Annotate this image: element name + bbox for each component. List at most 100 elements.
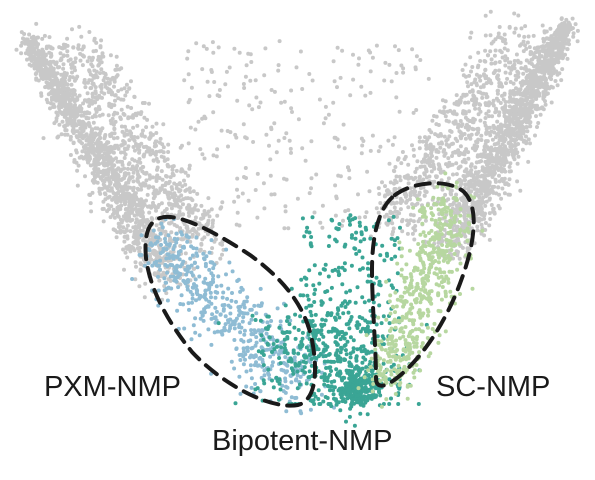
background-point [43, 34, 47, 38]
background-point [382, 79, 386, 83]
background-point [113, 68, 117, 72]
background-point [83, 174, 87, 178]
background-point [136, 246, 140, 250]
background-point [77, 25, 81, 29]
background-point [524, 47, 528, 51]
background-point [576, 29, 580, 33]
background-point [557, 25, 561, 29]
background-point [475, 160, 479, 164]
background-point [363, 215, 367, 219]
background-point [68, 75, 72, 79]
background-point [125, 256, 129, 260]
background-point [60, 132, 64, 136]
background-point [123, 156, 127, 160]
background-point [518, 189, 522, 193]
pxm-point [298, 409, 302, 413]
background-point [480, 210, 484, 214]
background-point [225, 70, 229, 74]
background-point [113, 146, 117, 150]
background-point [523, 82, 527, 86]
background-point [165, 175, 169, 179]
pxm-point [167, 233, 171, 237]
background-point [505, 160, 509, 164]
background-point [74, 56, 78, 60]
background-point [536, 121, 540, 125]
background-point [426, 158, 430, 162]
background-point [383, 184, 387, 188]
background-point [215, 147, 219, 151]
background-point [135, 179, 139, 183]
background-point [91, 115, 95, 119]
background-point [494, 167, 498, 171]
background-point [409, 194, 413, 198]
background-point [87, 68, 91, 72]
pxm-point [209, 295, 213, 299]
background-point [542, 70, 546, 74]
background-point [169, 202, 173, 206]
pxm-point [201, 252, 205, 256]
background-point [526, 160, 530, 164]
background-point [83, 135, 87, 139]
background-point [547, 72, 551, 76]
pxm-point [176, 271, 180, 275]
background-point [78, 156, 82, 160]
background-point [532, 72, 536, 76]
background-point [515, 91, 519, 95]
background-point [473, 165, 477, 169]
background-point [524, 125, 528, 129]
pxm-point [170, 263, 174, 267]
pxm-point [226, 287, 230, 291]
background-point [116, 136, 120, 140]
background-point [63, 76, 67, 80]
pxm-point [190, 337, 194, 341]
background-point [57, 123, 61, 127]
background-point [348, 93, 352, 97]
background-point [429, 130, 433, 134]
background-point [358, 216, 362, 220]
background-point [467, 134, 471, 138]
background-point [474, 81, 478, 85]
pxm-point [150, 243, 154, 247]
background-point [463, 101, 467, 105]
background-point [557, 71, 561, 75]
background-point [179, 193, 183, 197]
background-point [151, 175, 155, 179]
background-point [492, 131, 496, 135]
background-point [428, 163, 432, 167]
pxm-point [158, 268, 162, 272]
background-point [534, 114, 538, 118]
background-point [418, 191, 422, 195]
background-point [479, 134, 483, 138]
pxm-point [245, 299, 249, 303]
background-point [122, 268, 126, 272]
background-point [249, 52, 253, 56]
background-point [429, 143, 433, 147]
pxm-point [290, 395, 294, 399]
background-point [248, 79, 252, 83]
pxm-point [208, 251, 212, 255]
background-point [535, 125, 539, 129]
background-point [181, 213, 185, 217]
background-point [277, 139, 281, 143]
background-point [528, 141, 532, 145]
pxm-point [284, 371, 288, 375]
background-point [466, 157, 470, 161]
background-point [461, 160, 465, 164]
background-point [343, 209, 347, 213]
background-point [124, 212, 128, 216]
background-point [185, 225, 189, 229]
background-point [193, 128, 197, 132]
background-point [92, 121, 96, 125]
pxm-point [188, 257, 192, 261]
pxm-point [283, 377, 287, 381]
background-point [391, 143, 395, 147]
background-point [63, 125, 67, 129]
background-point [498, 60, 502, 64]
background-point [201, 213, 205, 217]
background-point [471, 89, 475, 93]
background-point [463, 93, 467, 97]
background-point [121, 248, 125, 252]
background-point [368, 51, 372, 55]
bipotent-point [387, 402, 391, 406]
background-point [66, 44, 70, 48]
